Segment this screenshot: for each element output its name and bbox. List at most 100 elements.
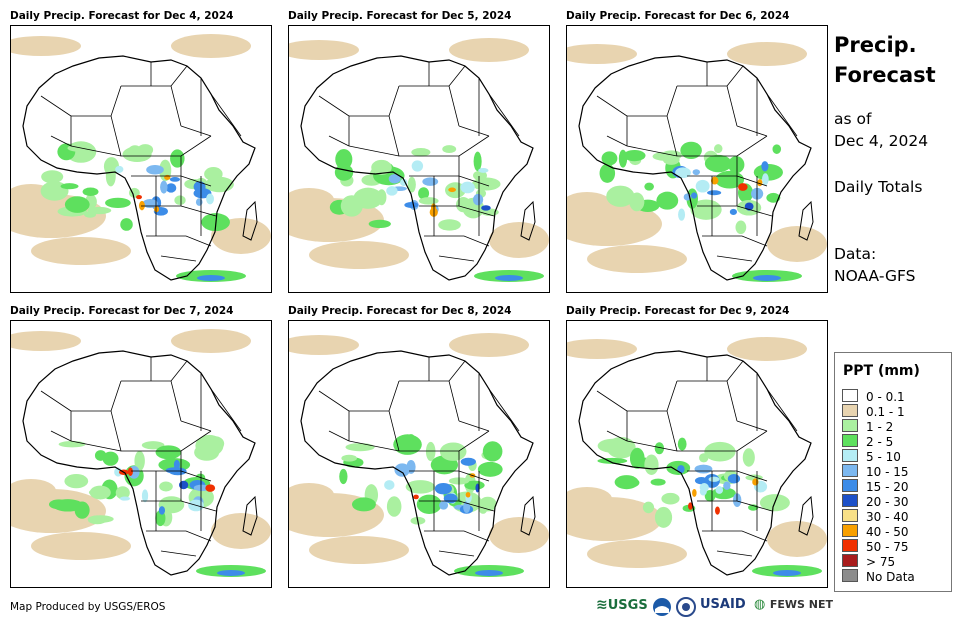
precip-area — [48, 499, 69, 510]
madagascar-outline — [520, 200, 536, 241]
country-border — [110, 410, 122, 452]
precip-area — [439, 442, 467, 461]
precip-area — [472, 193, 484, 206]
precip-area — [495, 275, 523, 281]
country-border — [110, 115, 122, 157]
legend-item: 0.1 - 1 — [842, 404, 905, 419]
precip-area — [473, 151, 482, 172]
globe-icon: ◍ — [754, 597, 766, 612]
country-border — [328, 430, 350, 442]
precip-area — [473, 170, 487, 181]
legend-item: 5 - 10 — [842, 449, 901, 464]
precip-area — [478, 168, 489, 173]
map-canvas — [289, 38, 549, 282]
precip-area — [742, 448, 755, 467]
country-border — [180, 125, 212, 137]
precip-area — [629, 447, 645, 469]
precip-area — [465, 491, 471, 498]
precip-area — [141, 489, 149, 503]
legend-item: 40 - 50 — [842, 524, 909, 539]
map-canvas — [567, 42, 827, 282]
country-border — [438, 255, 475, 262]
precip-area — [567, 339, 637, 359]
precip-area — [442, 145, 457, 154]
precip-area — [289, 483, 334, 507]
precip-area — [727, 42, 807, 66]
precip-area — [773, 570, 801, 576]
precip-area — [690, 199, 722, 220]
precip-area — [115, 165, 124, 173]
country-border — [606, 430, 628, 442]
side-title: Precip. Forecast — [834, 30, 936, 90]
country-border — [458, 420, 490, 432]
country-border — [160, 550, 197, 557]
usgs-wave-icon: ≋ — [596, 597, 608, 613]
precip-area — [439, 501, 449, 510]
precip-area — [728, 156, 745, 174]
precip-area — [386, 186, 398, 196]
country-border — [160, 255, 197, 262]
precip-area — [767, 521, 827, 557]
precip-area — [60, 183, 79, 190]
country-border — [726, 65, 744, 87]
legend-label: 2 - 5 — [866, 435, 894, 449]
precip-area — [481, 205, 491, 211]
precip-area — [386, 496, 402, 517]
precip-area — [155, 445, 182, 460]
madagascar-outline — [520, 495, 536, 536]
precip-area — [652, 151, 678, 161]
country-border — [328, 135, 350, 147]
precip-area — [606, 185, 635, 207]
precip-area — [422, 177, 439, 186]
legend-item: 50 - 75 — [842, 539, 909, 554]
precip-area — [644, 182, 654, 191]
country-border — [766, 388, 798, 432]
precip-area — [134, 450, 145, 471]
precip-area — [120, 218, 133, 231]
country-border — [170, 65, 188, 87]
data-source-block: Data: NOAA-GFS — [834, 243, 915, 287]
precip-map — [566, 25, 828, 293]
panel-title: Daily Precip. Forecast for Dec 7, 2024 — [10, 305, 234, 317]
precip-area — [699, 483, 709, 492]
precip-area — [654, 506, 673, 528]
precip-area — [84, 211, 97, 218]
map-canvas — [11, 34, 271, 282]
precip-area — [217, 570, 245, 576]
as-of-block: as of Dec 4, 2024 — [834, 108, 928, 152]
precip-area — [351, 497, 376, 512]
precip-area — [88, 489, 101, 496]
precip-area — [205, 484, 216, 492]
country-border — [210, 93, 242, 137]
precip-area — [58, 441, 86, 448]
legend-item: 15 - 20 — [842, 479, 909, 494]
precip-area — [411, 147, 431, 157]
legend-item: 2 - 5 — [842, 434, 894, 449]
precip-area — [334, 164, 354, 181]
country-border — [348, 145, 400, 157]
precip-area — [173, 459, 180, 470]
legend-swatch — [842, 479, 858, 492]
precip-area — [411, 160, 424, 172]
precip-area — [460, 457, 476, 466]
country-border — [121, 85, 182, 127]
country-border — [627, 380, 678, 412]
country-border — [388, 410, 400, 452]
precip-area — [587, 540, 687, 568]
precip-area — [762, 173, 769, 186]
precip-area — [434, 482, 452, 495]
panel-title: Daily Precip. Forecast for Dec 4, 2024 — [10, 10, 234, 22]
precip-area — [757, 179, 763, 187]
precip-area — [289, 40, 359, 60]
madagascar-outline — [798, 200, 814, 241]
country-border — [170, 360, 188, 382]
precip-area — [31, 237, 131, 265]
legend-label: 20 - 30 — [866, 495, 909, 509]
precip-area — [154, 206, 160, 213]
precip-area — [394, 463, 410, 477]
precip-area — [309, 536, 409, 564]
country-border — [399, 85, 460, 127]
precip-area — [443, 493, 458, 504]
precip-area — [405, 480, 435, 494]
